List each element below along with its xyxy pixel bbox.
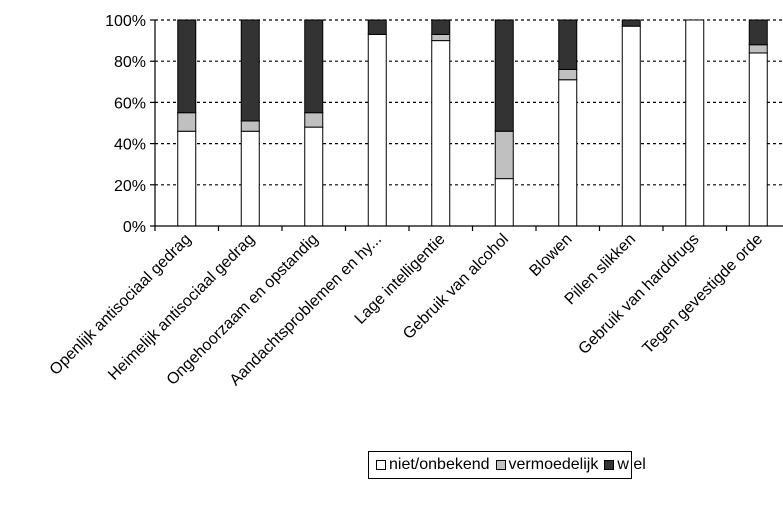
- legend-item-niet-onbekend: niet/onbekend: [376, 456, 490, 474]
- bar-segment-wel: [431, 19, 451, 35]
- bar-segment-vermoedelijk: [494, 130, 514, 180]
- bar-segment-wel: [748, 19, 768, 46]
- x-tick-label: Tegen gevestigde orde: [640, 231, 767, 358]
- legend-label-vermoedelijk: vermoedelijk: [508, 456, 599, 473]
- bar-segment-niet-onbekend: [177, 130, 197, 227]
- bar-segment-niet-onbekend: [748, 52, 768, 227]
- bar-segment-niet-onbekend: [431, 40, 451, 227]
- x-tick-label: Gebruik van alcohol: [400, 231, 512, 343]
- bar-segment-vermoedelijk: [177, 112, 197, 132]
- y-tick-label: 20%: [114, 178, 146, 195]
- y-tick-label: 100%: [105, 13, 146, 30]
- y-tick-labels: 0% 20% 40% 60% 80% 100%: [105, 13, 146, 236]
- legend: niet/onbekend vermoedelijk w el: [368, 451, 646, 479]
- axes: [150, 19, 783, 231]
- bar-segment-wel: [367, 19, 387, 35]
- bar-segment-wel: [304, 19, 324, 114]
- y-tick-label: 60%: [114, 95, 146, 112]
- legend-swatch-niet-onbekend: [376, 460, 386, 470]
- x-tick-label: Gebruik van harddrugs: [575, 231, 702, 358]
- bar-segment-wel: [240, 19, 260, 122]
- bar-segment-wel: [558, 19, 578, 70]
- bar-segment-niet-onbekend: [621, 25, 641, 227]
- legend-item-vermoedelijk: vermoedelijk: [495, 456, 599, 474]
- bar-segment-wel: [621, 19, 641, 27]
- bar-segment-vermoedelijk: [240, 120, 260, 132]
- y-tick-label: 40%: [114, 137, 146, 154]
- legend-swatch-vermoedelijk: [495, 460, 506, 470]
- bars: [177, 19, 768, 227]
- bar-segment-niet-onbekend: [304, 126, 324, 227]
- bar-segment-wel: [177, 19, 197, 114]
- bar-segment-wel: [494, 19, 514, 132]
- bar-segment-niet-onbekend: [494, 178, 514, 227]
- y-tick-label: 0%: [123, 219, 146, 236]
- legend-swatch-wel: [604, 460, 615, 470]
- bar-segment-vermoedelijk: [304, 112, 324, 128]
- bar-segment-niet-onbekend: [558, 79, 578, 227]
- bar-segment-niet-onbekend: [240, 130, 260, 227]
- bar-segment-vermoedelijk: [431, 33, 451, 42]
- x-tick-label: Blowen: [526, 231, 575, 280]
- bar-segment-vermoedelijk: [748, 44, 768, 54]
- legend-label-wel: w el: [617, 456, 646, 473]
- bar-segment-niet-onbekend: [367, 33, 387, 227]
- y-tick-label: 80%: [114, 54, 146, 71]
- legend-label-niet-onbekend: niet/onbekend: [389, 456, 490, 473]
- legend-item-wel: w el: [604, 456, 646, 474]
- bar-segment-vermoedelijk: [558, 68, 578, 81]
- bar-segment-niet-onbekend: [685, 19, 705, 227]
